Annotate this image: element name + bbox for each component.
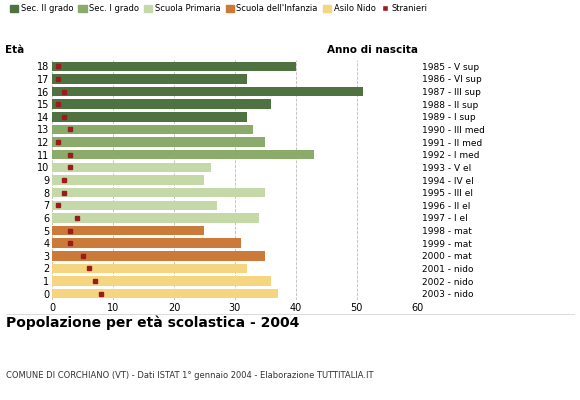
Bar <box>52 87 363 96</box>
Bar <box>52 188 266 197</box>
Text: Anno di nascita: Anno di nascita <box>327 45 418 55</box>
Bar <box>52 175 204 185</box>
Bar <box>52 289 277 298</box>
Bar <box>52 251 266 260</box>
Bar <box>52 62 296 71</box>
Bar <box>52 100 271 109</box>
Bar <box>52 163 211 172</box>
Text: Popolazione per età scolastica - 2004: Popolazione per età scolastica - 2004 <box>6 316 299 330</box>
Bar <box>52 238 241 248</box>
Bar <box>52 226 204 235</box>
Bar <box>52 137 266 147</box>
Legend: Sec. II grado, Sec. I grado, Scuola Primaria, Scuola dell'Infanzia, Asilo Nido, : Sec. II grado, Sec. I grado, Scuola Prim… <box>10 4 427 13</box>
Bar <box>52 112 247 122</box>
Bar <box>52 200 217 210</box>
Text: Età: Età <box>5 45 24 55</box>
Text: COMUNE DI CORCHIANO (VT) - Dati ISTAT 1° gennaio 2004 - Elaborazione TUTTITALIA.: COMUNE DI CORCHIANO (VT) - Dati ISTAT 1°… <box>6 371 374 380</box>
Bar <box>52 264 247 273</box>
Bar <box>52 213 259 223</box>
Bar <box>52 125 253 134</box>
Bar <box>52 74 247 84</box>
Bar <box>52 276 271 286</box>
Bar <box>52 150 314 160</box>
